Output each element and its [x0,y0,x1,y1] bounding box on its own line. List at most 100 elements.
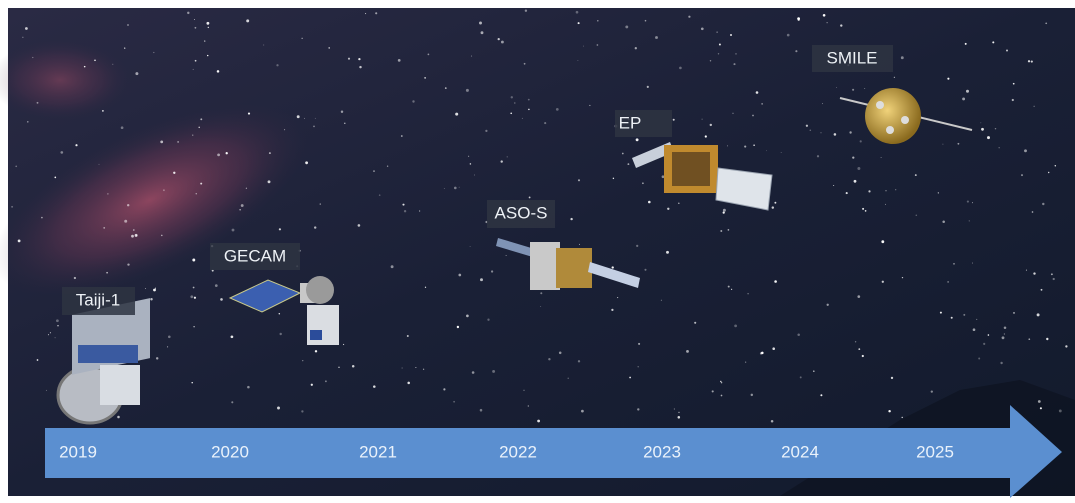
star [772,206,774,208]
star [391,265,394,268]
star [302,38,303,39]
star [41,217,43,219]
star [766,150,767,151]
star [407,335,409,337]
star [622,153,624,155]
star [196,193,197,194]
star [15,165,17,167]
star [18,240,21,243]
star [480,409,483,412]
star [279,228,281,230]
star [352,365,355,368]
star [193,287,195,289]
star [343,344,344,345]
star [1053,278,1055,280]
star [487,319,489,321]
star [491,270,493,272]
star [972,263,973,264]
star [662,175,665,178]
star [37,359,39,361]
star [556,108,559,111]
star [55,337,56,338]
mission-label: Taiji-1 [76,290,120,309]
star [525,10,527,12]
star [888,410,890,412]
star [645,20,647,22]
star [833,185,834,186]
star [32,57,33,58]
star [445,87,447,89]
star [25,27,28,30]
star [198,127,199,128]
star [398,59,401,62]
star [11,206,13,208]
star [854,180,857,183]
star [102,110,104,112]
star [341,110,343,112]
star [50,332,51,333]
star [284,129,285,130]
star [940,312,942,314]
star [522,118,523,119]
star [644,269,646,271]
star [721,395,723,397]
star [485,130,487,132]
star [694,322,696,324]
star [868,190,870,192]
star [37,102,39,104]
star [524,390,525,391]
star [774,202,776,204]
star [716,31,717,32]
star [679,67,682,70]
star [728,229,730,231]
star [412,100,414,102]
star [635,47,637,49]
star [160,141,163,144]
star [112,64,113,65]
star [963,314,965,316]
star [978,358,980,360]
star [965,43,967,45]
star [583,46,584,47]
star [279,333,281,335]
star [60,151,63,154]
star [673,119,675,121]
star [674,408,675,409]
star [127,263,129,265]
star [320,204,321,205]
star [206,22,209,25]
mission-label: ASO-S [495,203,548,222]
star [852,89,854,91]
star [1004,327,1007,330]
star [415,367,416,368]
star [544,122,546,124]
star [136,235,137,236]
star [161,235,163,237]
star [902,277,903,278]
star [969,220,970,221]
star [195,27,197,29]
star [745,362,746,363]
star [686,350,689,353]
star [849,131,851,133]
star [548,358,550,360]
star [678,416,681,419]
star [192,259,195,262]
star [570,218,572,220]
star [528,99,530,101]
star [735,53,736,54]
star [1046,338,1048,340]
star [987,136,990,139]
star [728,286,730,288]
star [27,121,28,122]
star [976,319,977,320]
star [864,88,865,89]
star [895,189,896,190]
star [510,112,512,114]
star [220,298,223,301]
star [881,240,884,243]
year-label: 2021 [359,442,397,461]
star [1048,172,1049,173]
star [191,382,192,383]
star [731,289,732,290]
